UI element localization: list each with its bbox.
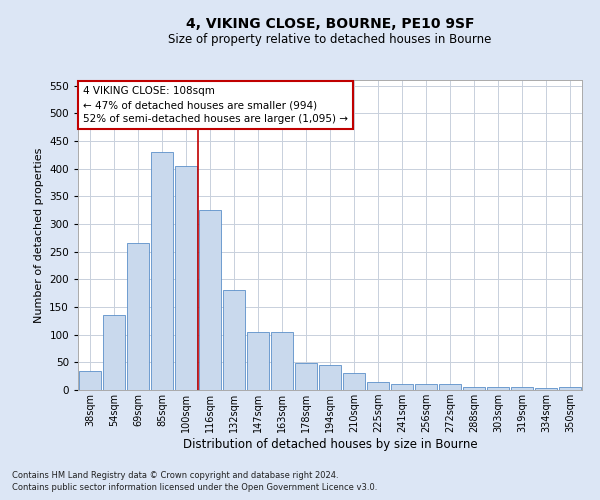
Bar — [391, 384, 413, 390]
Bar — [271, 332, 293, 390]
Bar — [79, 370, 101, 390]
Bar — [367, 382, 389, 390]
Bar — [559, 387, 581, 390]
Bar — [319, 365, 341, 390]
Bar — [247, 332, 269, 390]
Bar — [103, 316, 125, 390]
Text: Contains public sector information licensed under the Open Government Licence v3: Contains public sector information licen… — [12, 484, 377, 492]
Text: 4, VIKING CLOSE, BOURNE, PE10 9SF: 4, VIKING CLOSE, BOURNE, PE10 9SF — [186, 18, 474, 32]
Bar — [487, 387, 509, 390]
Text: 4 VIKING CLOSE: 108sqm
← 47% of detached houses are smaller (994)
52% of semi-de: 4 VIKING CLOSE: 108sqm ← 47% of detached… — [83, 86, 348, 124]
Bar — [343, 374, 365, 390]
Bar — [295, 364, 317, 390]
Bar — [511, 387, 533, 390]
Bar — [223, 290, 245, 390]
Bar — [151, 152, 173, 390]
X-axis label: Distribution of detached houses by size in Bourne: Distribution of detached houses by size … — [182, 438, 478, 451]
Bar — [127, 244, 149, 390]
Bar — [199, 210, 221, 390]
Y-axis label: Number of detached properties: Number of detached properties — [34, 148, 44, 322]
Bar — [439, 384, 461, 390]
Text: Size of property relative to detached houses in Bourne: Size of property relative to detached ho… — [169, 32, 491, 46]
Bar — [175, 166, 197, 390]
Text: Contains HM Land Registry data © Crown copyright and database right 2024.: Contains HM Land Registry data © Crown c… — [12, 471, 338, 480]
Bar — [415, 384, 437, 390]
Bar — [463, 387, 485, 390]
Bar — [535, 388, 557, 390]
